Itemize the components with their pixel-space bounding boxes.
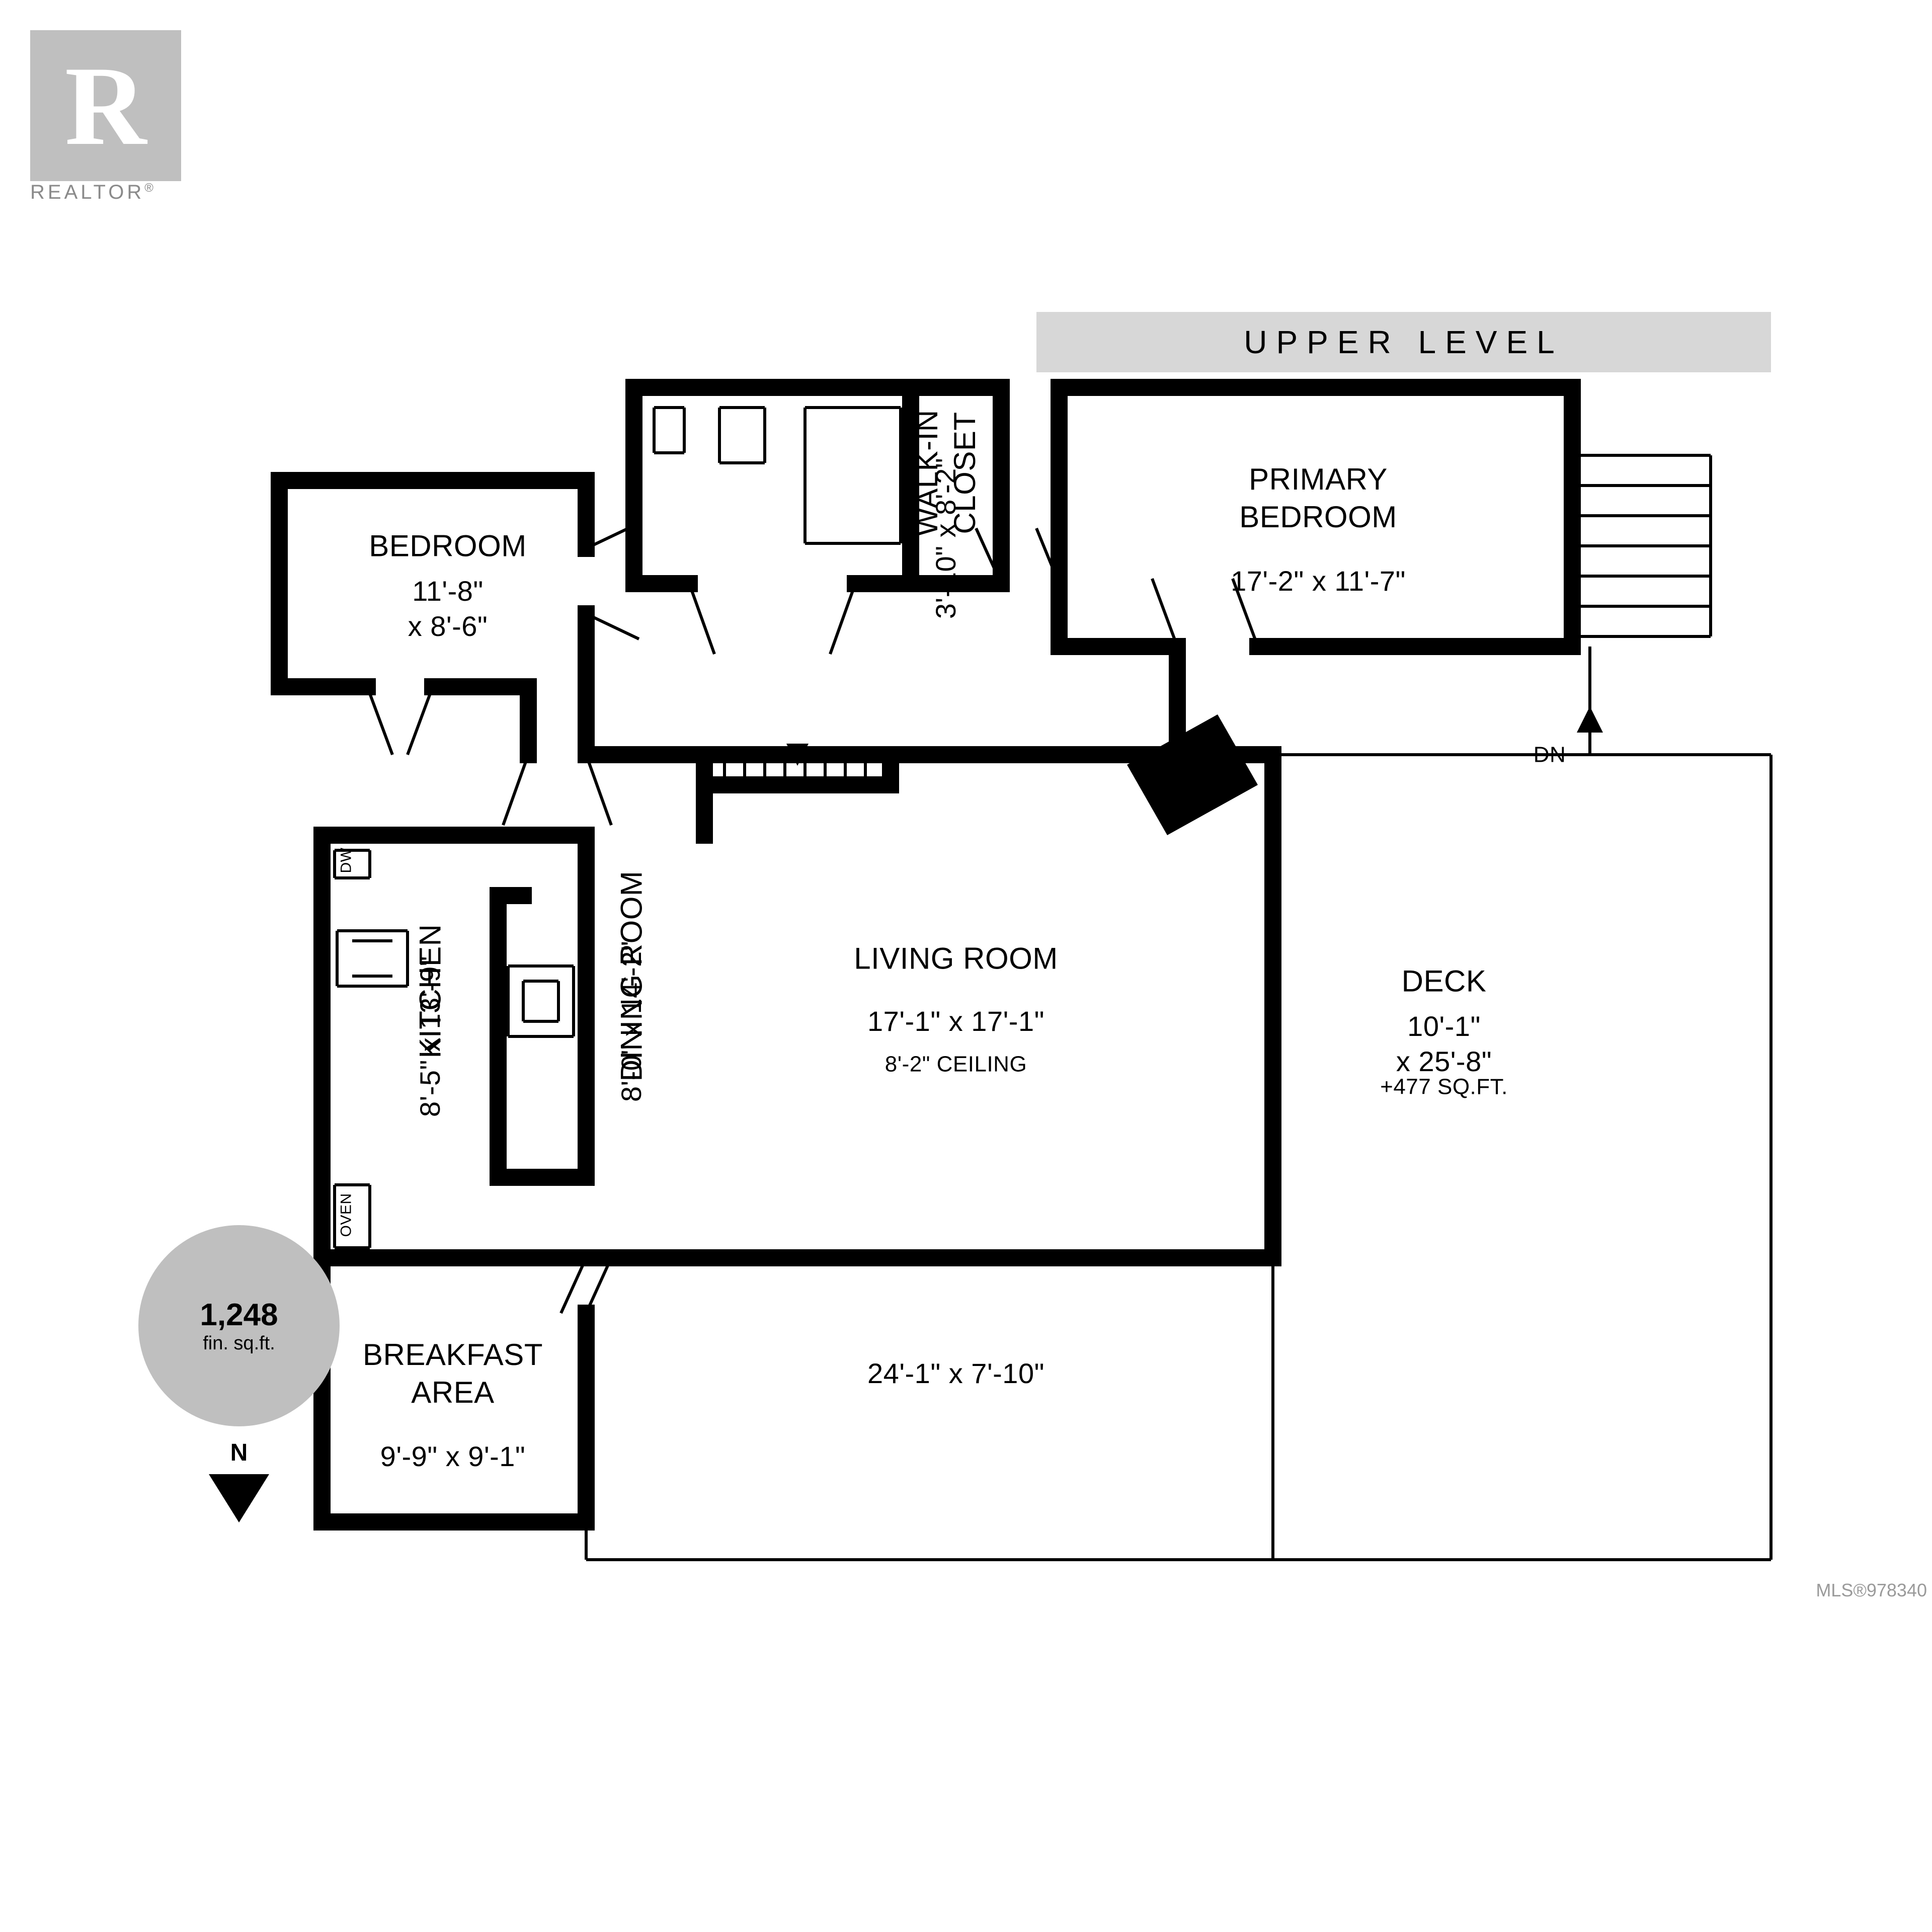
realtor-logo: RREALTOR® bbox=[30, 30, 181, 204]
room-dim: 17'-2" x 11'-7" bbox=[1231, 564, 1406, 599]
room-dim: 11'-8" x 8'-6" bbox=[408, 574, 488, 644]
dimension-label: DN bbox=[656, 741, 688, 769]
dimension-label: DN bbox=[1534, 741, 1566, 769]
mls-watermark: MLS®978340 bbox=[1816, 1580, 1927, 1601]
room-dim: 10'-1" x 25'-8" bbox=[1396, 1009, 1492, 1079]
sqft-badge: 1,248fin. sq.ft. bbox=[138, 1225, 340, 1426]
room-dim: 8'-5" x 13'-9" bbox=[413, 956, 448, 1117]
dimension-label: DW bbox=[337, 848, 356, 873]
room-dim: 3'-10" x 8'-2" bbox=[928, 458, 963, 619]
room-dim: 8'-0" x 14'-2" bbox=[614, 941, 649, 1102]
room-name: LIVING ROOM bbox=[854, 940, 1058, 978]
compass-icon: N bbox=[219, 1439, 259, 1467]
room-name: BEDROOM bbox=[369, 527, 527, 565]
dimension-label: OVEN bbox=[337, 1193, 356, 1237]
level-bar: UPPER LEVEL bbox=[1036, 312, 1771, 372]
dimension-label: 24'-1" x 7'-10" bbox=[867, 1356, 1044, 1391]
room-name: PRIMARY BEDROOM bbox=[1239, 460, 1397, 536]
room-name: DECK bbox=[1402, 962, 1487, 1000]
room-name: BREAKFAST AREA bbox=[363, 1336, 543, 1411]
room-note: 8'-2" CEILING bbox=[885, 1051, 1027, 1078]
room-dim: 17'-1" x 17'-1" bbox=[867, 1004, 1044, 1039]
room-dim: 9'-9" x 9'-1" bbox=[380, 1439, 526, 1474]
room-note: +477 SQ.FT. bbox=[1380, 1073, 1508, 1101]
